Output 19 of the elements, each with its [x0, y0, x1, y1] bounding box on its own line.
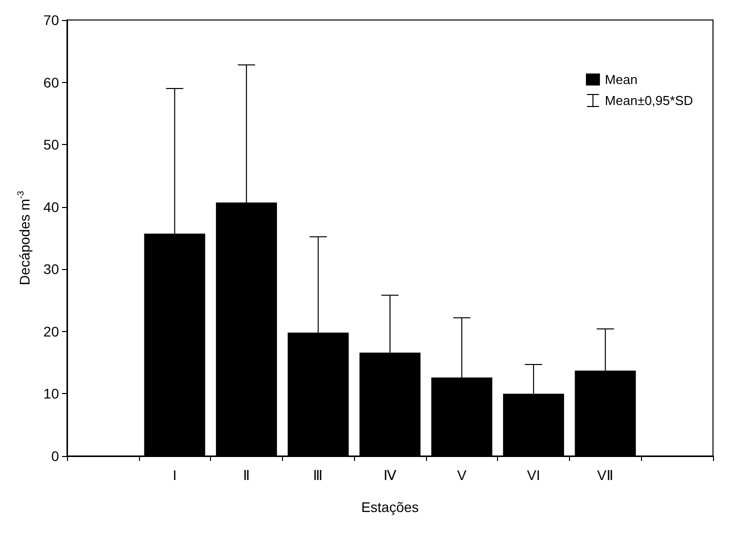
x-tick-label: I [172, 467, 177, 483]
x-tick-label: Ⅳ [384, 467, 396, 483]
y-tick-label: 50 [43, 136, 60, 153]
x-tick-label: Ⅱ [242, 467, 250, 483]
y-tick-label: 40 [43, 198, 60, 215]
y-tick-label: 0 [51, 448, 60, 464]
x-axis-title: Estações [361, 499, 419, 515]
y-axis-title: Decápodes m-3 [16, 190, 32, 286]
x-tick-label: V [457, 467, 468, 483]
annotation: Mean±0,95*SD [604, 93, 694, 108]
y-tick-label: 60 [43, 74, 60, 90]
x-tick-label: VI [526, 467, 540, 483]
x-tick-label: Ⅲ [313, 467, 324, 483]
y-tick-label: 70 [43, 12, 60, 28]
legend-label: Mean [604, 72, 638, 87]
y-tick-label: 10 [43, 386, 60, 402]
y-tick-label: 20 [43, 323, 60, 340]
x-tick-label: VⅡ [597, 467, 614, 483]
y-tick-label: 30 [43, 261, 60, 278]
